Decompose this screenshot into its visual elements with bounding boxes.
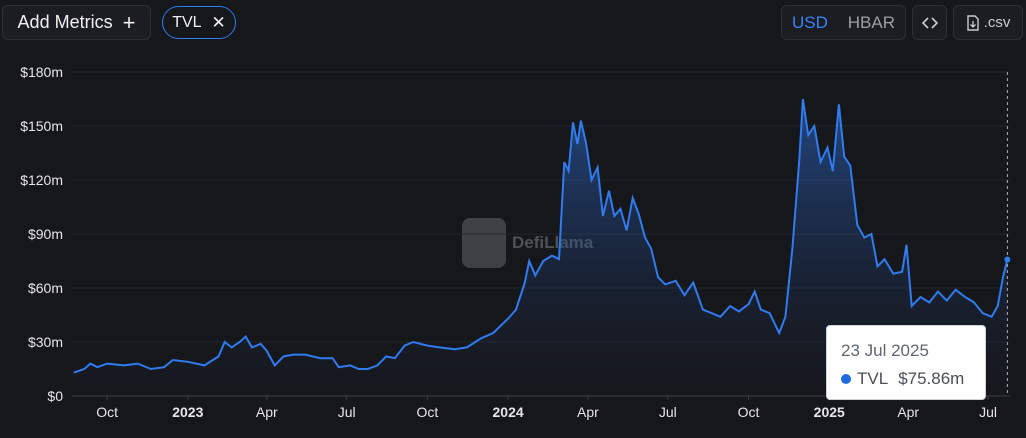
x-tick-label: Oct — [96, 404, 118, 420]
y-tick-label: $0 — [47, 388, 63, 404]
tvl-line — [73, 98, 1009, 374]
x-tick-label: Jul — [338, 404, 356, 420]
x-tick-label: Jul — [659, 404, 677, 420]
llama-logo-icon — [462, 218, 506, 268]
y-tick-label: $150m — [20, 118, 63, 134]
chart-tooltip: 23 Jul 2025 TVL $75.86m — [826, 325, 986, 400]
y-axis: $0 $30m $60m $90m $120m $150m $180m — [20, 64, 63, 404]
x-tick-label: Apr — [256, 404, 278, 420]
y-tick-label: $90m — [28, 226, 63, 242]
x-tick-label: Apr — [897, 404, 919, 420]
tooltip-value: $75.86m — [898, 369, 965, 388]
add-metrics-button[interactable]: Add Metrics + — [2, 5, 151, 40]
x-tick-label: Apr — [577, 404, 599, 420]
plus-icon: + — [122, 9, 136, 35]
tooltip-date: 23 Jul 2025 — [841, 341, 929, 360]
x-tick-label: Oct — [738, 404, 760, 420]
x-tick-label: 2023 — [172, 404, 203, 420]
x-tick-label: Oct — [416, 404, 438, 420]
add-metrics-label: Add Metrics — [17, 12, 113, 32]
x-tick-label: Jul — [979, 404, 997, 420]
currency-option-hbar[interactable]: HBAR — [847, 12, 895, 32]
x-tick-label: 2025 — [814, 404, 845, 420]
y-tick-label: $30m — [28, 334, 63, 350]
currency-toggle: USD HBAR — [781, 5, 906, 40]
embed-button[interactable] — [912, 5, 947, 40]
x-tick-label: 2024 — [493, 404, 524, 420]
csv-label: .csv — [983, 14, 1011, 31]
close-icon[interactable]: ✕ — [211, 12, 226, 32]
y-tick-label: $180m — [20, 64, 63, 80]
metric-pill-tvl[interactable]: TVL ✕ — [162, 6, 236, 39]
tooltip-series-name: TVL — [857, 369, 889, 388]
code-icon — [921, 16, 938, 29]
y-tick-label: $120m — [20, 172, 63, 188]
y-tick-label: $60m — [28, 280, 63, 296]
metric-pill-label: TVL — [172, 13, 202, 31]
x-axis: Oct 2023 Apr Jul Oct 2024 Apr Jul Oct 2025 Apr Jul — [96, 396, 997, 420]
hover-point — [1004, 256, 1011, 263]
download-csv-button[interactable]: .csv — [953, 5, 1023, 40]
currency-option-usd[interactable]: USD — [792, 12, 828, 32]
file-download-icon — [966, 14, 979, 31]
series-dot-icon — [841, 374, 851, 384]
